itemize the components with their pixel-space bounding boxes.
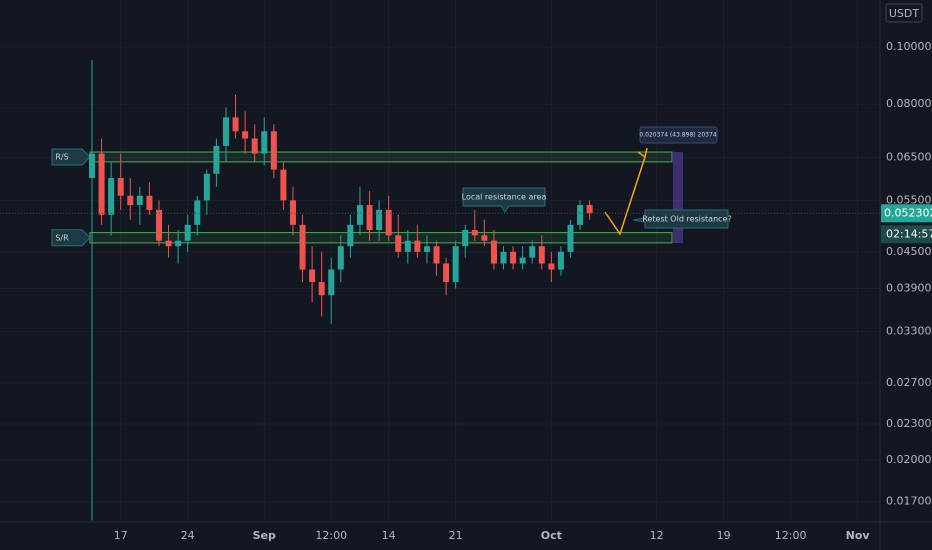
candle-body	[538, 246, 545, 264]
candle-body	[165, 240, 172, 247]
candle-body	[500, 251, 507, 264]
currency-box	[885, 3, 923, 23]
candle-body	[443, 263, 450, 283]
candle-body	[127, 195, 134, 206]
candle-body	[328, 269, 335, 296]
candle-body	[318, 282, 325, 296]
candle-body	[462, 230, 469, 247]
candle-body	[433, 246, 440, 264]
candle-body	[567, 224, 574, 252]
callout-text: Local resistance area	[462, 193, 547, 202]
candle-body	[452, 246, 459, 283]
measure-box	[673, 152, 683, 243]
candles	[89, 60, 593, 521]
candle-body	[155, 209, 162, 241]
currency: USDT	[889, 7, 920, 20]
candle-body	[309, 269, 316, 283]
arrow-head	[637, 147, 648, 159]
callout-text: Retest Old resistance?	[642, 215, 731, 224]
x-tick-label: 12:00	[775, 529, 807, 542]
candle-body	[529, 246, 536, 258]
candle-body	[586, 205, 593, 214]
price-label-box	[881, 204, 932, 223]
x-tick-label: 14	[382, 529, 396, 542]
candle-body	[356, 205, 363, 225]
candle-body	[519, 257, 526, 264]
candle-body	[337, 246, 344, 270]
candle-body	[423, 246, 430, 252]
candle-body	[577, 205, 584, 225]
projection-arrow	[604, 156, 646, 236]
x-tick-label: Sep	[253, 529, 276, 542]
zones: R/S S/R	[51, 148, 673, 247]
candle-body	[203, 173, 210, 201]
candle-body	[213, 145, 220, 174]
candle-body	[194, 200, 201, 225]
candle-body	[366, 205, 373, 231]
candle-body	[481, 235, 488, 241]
last-price-label: 0.052302	[884, 206, 932, 219]
candle-body	[136, 195, 143, 206]
candle-body	[251, 138, 258, 154]
candle-body	[376, 209, 383, 231]
candle-body	[232, 117, 239, 132]
candle-body	[510, 251, 517, 264]
candle-body	[414, 240, 421, 252]
candle-body	[117, 178, 124, 196]
candle-body	[108, 178, 115, 215]
measure-label: 0.020374 (43.898) 20374	[639, 132, 716, 139]
candle-body	[184, 224, 191, 241]
candle-body	[471, 230, 478, 236]
x-tick-label: 12:00	[315, 529, 347, 542]
x-tick-label: Nov	[846, 529, 871, 542]
candle-body	[270, 131, 277, 170]
x-tick-label: 19	[717, 529, 731, 542]
candle-body	[347, 224, 354, 247]
candle-body	[261, 131, 268, 154]
zone-tag: R/S	[55, 152, 68, 161]
candle-body	[146, 195, 153, 210]
x-tick-label: 21	[449, 529, 463, 542]
candle-body	[242, 131, 249, 139]
callout-box	[632, 209, 729, 229]
zone	[89, 151, 673, 163]
x-tick-label: 24	[181, 529, 195, 542]
candle-body	[222, 117, 229, 146]
candle-body	[385, 209, 392, 236]
candle-body	[490, 240, 497, 264]
candle-body	[89, 153, 95, 179]
zone-tag-box	[51, 229, 91, 247]
candle-body	[404, 240, 411, 252]
candle-body	[280, 169, 287, 201]
countdown-box	[881, 225, 932, 244]
countdown: 02:14:57	[886, 227, 932, 240]
candle-body	[557, 251, 564, 270]
candle-body	[98, 153, 105, 215]
candle-body	[299, 224, 306, 270]
x-tick-label: Oct	[541, 529, 562, 542]
candle-body	[548, 263, 555, 270]
candle-body	[175, 240, 182, 247]
x-tick-label: 12	[650, 529, 664, 542]
candle-body	[289, 200, 296, 225]
callout-box	[462, 187, 546, 213]
zone-tag-box	[51, 148, 91, 166]
zone-tag: S/R	[55, 233, 69, 242]
y-tick-label: 0.017000	[886, 495, 932, 508]
x-tick-label: 17	[114, 529, 128, 542]
candle-body	[395, 235, 402, 252]
measure-label-box	[639, 126, 718, 144]
